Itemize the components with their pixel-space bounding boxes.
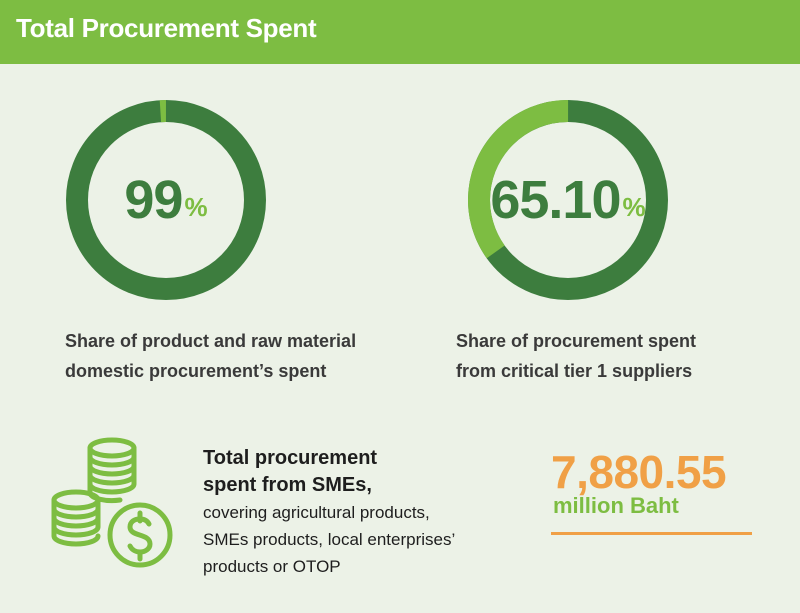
sme-desc-line: products or OTOP xyxy=(203,557,341,576)
tier1-share-unit: % xyxy=(622,191,646,222)
tier1-share-caption: Share of procurement spent from critical… xyxy=(456,326,696,386)
domestic-share-unit: % xyxy=(184,191,208,222)
sme-desc-line: covering agricultural products, xyxy=(203,503,430,522)
domestic-share-donut: 99% xyxy=(64,98,268,302)
header-bar: Total Procurement Spent xyxy=(0,0,800,64)
domestic-share-caption: Share of product and raw material domest… xyxy=(65,326,356,386)
tier1-share-value: 65.10 xyxy=(490,170,621,230)
sme-title-line: Total procurement xyxy=(203,447,378,469)
sme-amount: 7,880.55 xyxy=(551,446,727,498)
caption-line: domestic procurement’s spent xyxy=(65,361,327,381)
donut-highlight-arc xyxy=(66,100,266,300)
amount-underline xyxy=(551,532,752,535)
caption-line: from critical tier 1 suppliers xyxy=(456,361,693,381)
coins-dollar-icon xyxy=(48,436,176,576)
sme-desc-line: SMEs products, local enterprises’ xyxy=(203,530,456,549)
donut-base-ring xyxy=(66,100,266,300)
caption-line: Share of product and raw material xyxy=(65,331,357,351)
domestic-share-ring xyxy=(66,100,266,300)
tier1-share-ring xyxy=(468,100,668,300)
page-title: Total Procurement Spent xyxy=(16,13,317,43)
caption-line: Share of procurement spent xyxy=(456,331,697,351)
sme-title-line: spent from SMEs, xyxy=(203,474,372,496)
tier1-share-donut: 65.10% xyxy=(466,98,670,302)
domestic-share-value: 99 xyxy=(124,170,183,230)
sme-amount-unit: million Baht xyxy=(553,493,679,518)
sme-description: Total procurement spent from SMEs, cover… xyxy=(203,445,455,580)
